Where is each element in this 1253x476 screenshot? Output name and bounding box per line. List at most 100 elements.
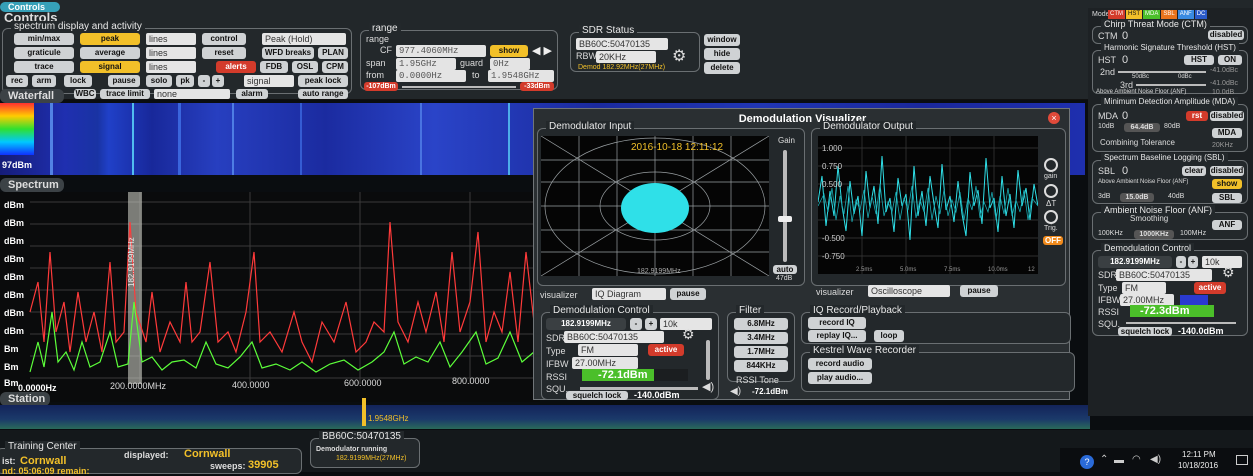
ctm-disabled-button[interactable]: disabled bbox=[1208, 30, 1244, 40]
fdb-button[interactable]: FDB bbox=[260, 61, 288, 73]
osl-button[interactable]: OSL bbox=[292, 61, 318, 73]
peak-button[interactable]: peak bbox=[80, 33, 140, 45]
mid-squelch-lock-button[interactable]: squelch lock bbox=[566, 391, 628, 400]
window-button[interactable]: window bbox=[704, 34, 740, 46]
graticule-button[interactable]: graticule bbox=[14, 47, 74, 59]
filter-option-6-8mhz[interactable]: 6.8MHz bbox=[734, 318, 788, 330]
input-pause-button[interactable]: pause bbox=[670, 288, 706, 300]
hst-3rd-slider[interactable] bbox=[1136, 84, 1206, 86]
wifi-icon[interactable]: ◠ bbox=[1132, 454, 1141, 465]
trace-button[interactable]: trace bbox=[14, 61, 74, 73]
output-mode-select[interactable]: Oscilloscope bbox=[868, 285, 950, 297]
mda-button[interactable]: MDA bbox=[1212, 128, 1242, 138]
mid-type-select[interactable]: FM bbox=[578, 344, 638, 356]
side-active-badge[interactable]: active bbox=[1194, 282, 1226, 294]
range-show-button[interactable]: show bbox=[490, 45, 528, 57]
iq-diagram[interactable]: 2016-10-18 12:11:12 182.9199MHz bbox=[541, 136, 769, 276]
sbl-clear-button[interactable]: clear bbox=[1182, 166, 1206, 176]
speaker-icon[interactable]: ◀) bbox=[702, 381, 715, 393]
side-minus-button[interactable]: - bbox=[1176, 256, 1186, 268]
lock-button[interactable]: lock bbox=[64, 75, 92, 87]
side-plus-button[interactable]: + bbox=[1188, 256, 1198, 268]
gain-knob-icon[interactable] bbox=[1044, 158, 1058, 172]
average-style-select[interactable]: lines bbox=[146, 47, 196, 59]
side-step-select[interactable]: 10k bbox=[1202, 256, 1242, 268]
db-range-slider[interactable] bbox=[402, 86, 516, 88]
help-icon[interactable]: ? bbox=[1080, 455, 1094, 469]
rec-button[interactable]: rec bbox=[6, 75, 28, 87]
trace-limit-select[interactable]: none bbox=[154, 89, 230, 99]
mid-sdr-select[interactable]: BB60C:50470135 bbox=[564, 331, 664, 343]
mid-squ-slider[interactable] bbox=[580, 387, 698, 390]
replay-iq-button[interactable]: replay IQ... bbox=[808, 330, 866, 342]
span-input[interactable]: 1.95GHz bbox=[396, 58, 456, 70]
mid-freq-display[interactable]: 182.9199MHz bbox=[546, 318, 626, 330]
signal-style-select[interactable]: lines bbox=[146, 61, 196, 73]
pk-button[interactable]: pk bbox=[176, 75, 194, 87]
side-freq-display[interactable]: 182.9199MHz bbox=[1098, 256, 1172, 268]
input-mode-select[interactable]: IQ Diagram bbox=[592, 288, 666, 300]
range-arrows-icon[interactable]: ◀ ▶ bbox=[532, 45, 552, 57]
arm-button[interactable]: arm bbox=[32, 75, 56, 87]
hst-button[interactable]: HST bbox=[1184, 55, 1214, 65]
mda-rst-button[interactable]: rst bbox=[1186, 111, 1208, 121]
filter-option-844khz[interactable]: 844KHz bbox=[734, 360, 788, 372]
mid-active-badge[interactable]: active bbox=[648, 344, 684, 356]
tab-mda[interactable]: MDA bbox=[1143, 10, 1161, 19]
to-input[interactable]: 1.9548GHz bbox=[488, 70, 554, 82]
wbc-button[interactable]: WBC bbox=[74, 89, 96, 99]
mid-volume-slider[interactable] bbox=[706, 340, 710, 380]
sdr-device-select[interactable]: BB60C:50470135 bbox=[576, 38, 668, 50]
battery-icon[interactable]: ▬ bbox=[1114, 455, 1124, 466]
lower-spectrum[interactable] bbox=[0, 405, 1090, 429]
tab-ctm[interactable]: CTM bbox=[1108, 10, 1125, 19]
side-sdr-select[interactable]: BB60C:50470135 bbox=[1116, 269, 1212, 281]
trig-knob-icon[interactable] bbox=[1044, 210, 1058, 224]
chevron-up-icon[interactable]: ⌃ bbox=[1100, 454, 1109, 465]
mid-minus-button[interactable]: - bbox=[630, 318, 642, 330]
solo-button[interactable]: solo bbox=[146, 75, 172, 87]
trace-limit-button[interactable]: trace limit bbox=[100, 89, 150, 99]
plus-button[interactable]: + bbox=[212, 75, 224, 87]
peak-lock-button[interactable]: peak lock bbox=[298, 75, 348, 87]
plan-button[interactable]: PLAN bbox=[318, 47, 348, 59]
delta-t-knob-icon[interactable] bbox=[1044, 184, 1058, 198]
auto-button[interactable]: auto bbox=[773, 265, 797, 274]
reset-button[interactable]: reset bbox=[202, 47, 246, 59]
filter-option-3-4mhz[interactable]: 3.4MHz bbox=[734, 332, 788, 344]
sbl-disabled-button[interactable]: disabled bbox=[1210, 166, 1244, 176]
hide-button[interactable]: hide bbox=[704, 48, 740, 60]
alarm-button[interactable]: alarm bbox=[236, 89, 268, 99]
volume-icon[interactable]: ◀) bbox=[1150, 454, 1162, 465]
cf-input[interactable]: 977.4060MHz bbox=[396, 45, 486, 57]
tab-anf[interactable]: ANF bbox=[1177, 10, 1194, 19]
side-ifbw-select[interactable]: 27.00MHz bbox=[1120, 294, 1174, 306]
mid-plus-button[interactable]: + bbox=[645, 318, 657, 330]
min-max-button[interactable]: min/max bbox=[14, 33, 74, 45]
mda-disabled-button[interactable]: disabled bbox=[1210, 111, 1244, 121]
output-pause-button[interactable]: pause bbox=[960, 285, 998, 297]
guard-input[interactable]: 0Hz bbox=[490, 58, 530, 70]
side-type-select[interactable]: FM bbox=[1122, 282, 1166, 294]
tab-dc[interactable]: DC bbox=[1194, 10, 1208, 19]
signal-button[interactable]: signal bbox=[80, 61, 140, 73]
cpm-button[interactable]: CPM bbox=[322, 61, 348, 73]
sbl-button[interactable]: SBL bbox=[1212, 193, 1242, 203]
wfd-breaks-button[interactable]: WFD breaks bbox=[262, 47, 314, 59]
tab-hst[interactable]: HST bbox=[1126, 10, 1142, 19]
sbl-show-button[interactable]: show bbox=[1212, 179, 1242, 189]
mid-ifbw-select[interactable]: 27.00MHz bbox=[572, 357, 638, 369]
auto-range-button[interactable]: auto range bbox=[298, 89, 348, 99]
rbw-select[interactable]: 20KHz bbox=[596, 51, 656, 63]
taskbar-time[interactable]: 12:11 PM bbox=[1182, 450, 1216, 459]
alerts-button[interactable]: alerts bbox=[216, 61, 256, 73]
anf-button[interactable]: ANF bbox=[1212, 220, 1242, 230]
side-gear-icon[interactable]: ⚙ bbox=[1222, 264, 1235, 280]
trig-off-button[interactable]: OFF bbox=[1043, 236, 1063, 245]
minus-button[interactable]: - bbox=[198, 75, 210, 87]
mid-step-select[interactable]: 10k bbox=[660, 318, 712, 330]
spectrum-plot[interactable]: 182.9199MHz bbox=[0, 192, 540, 402]
signal-select[interactable]: signal bbox=[244, 75, 294, 87]
control-button[interactable]: control bbox=[202, 33, 246, 45]
oscilloscope[interactable]: 1.000 0.750 0.500 -0.500 -0.750 2.5ms 5.… bbox=[818, 136, 1038, 274]
